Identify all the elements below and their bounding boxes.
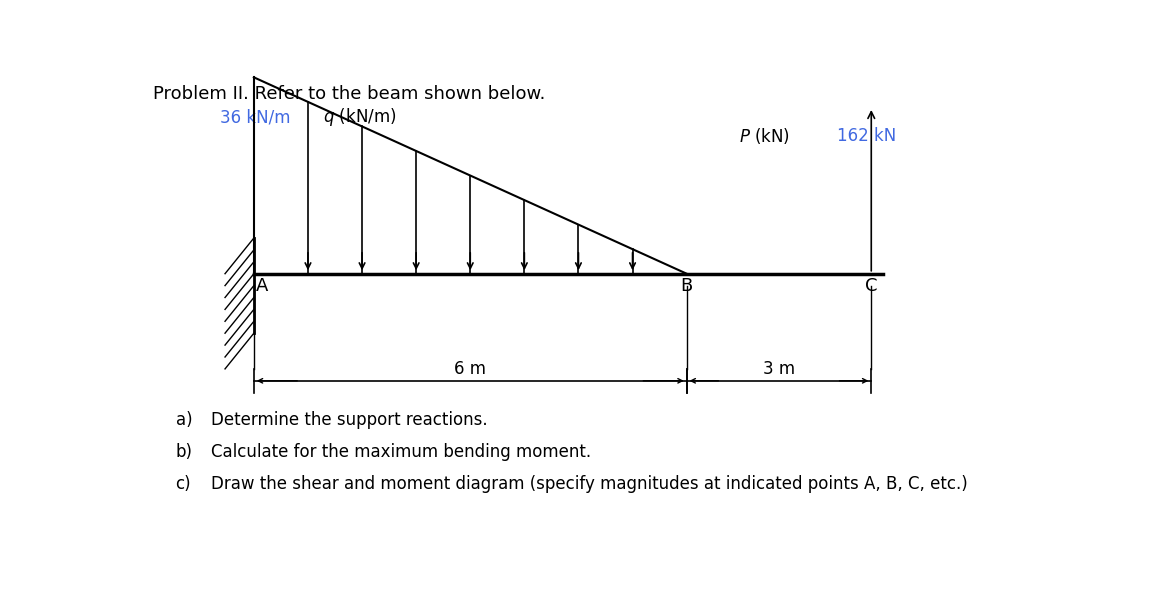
Text: Determine the support reactions.: Determine the support reactions. — [211, 411, 488, 428]
Text: a): a) — [175, 411, 193, 428]
Text: c): c) — [175, 475, 192, 493]
Text: $q\ \mathregular{(kN/m)}$: $q\ \mathregular{(kN/m)}$ — [323, 107, 397, 128]
Text: $P\ \mathregular{(kN)}$: $P\ \mathregular{(kN)}$ — [739, 126, 790, 146]
Text: Calculate for the maximum bending moment.: Calculate for the maximum bending moment… — [211, 443, 592, 461]
Text: A: A — [256, 277, 269, 295]
Text: b): b) — [175, 443, 193, 461]
Text: B: B — [681, 277, 692, 295]
Text: 36 kN/m: 36 kN/m — [220, 108, 291, 126]
Text: Draw the shear and moment diagram (specify magnitudes at indicated points A, B, : Draw the shear and moment diagram (speci… — [211, 475, 968, 493]
Text: C: C — [866, 277, 877, 295]
Text: 3 m: 3 m — [763, 360, 795, 378]
Text: 6 m: 6 m — [455, 360, 486, 378]
Text: 162 kN: 162 kN — [838, 127, 897, 145]
Text: Problem II. Refer to the beam shown below.: Problem II. Refer to the beam shown belo… — [153, 85, 546, 103]
